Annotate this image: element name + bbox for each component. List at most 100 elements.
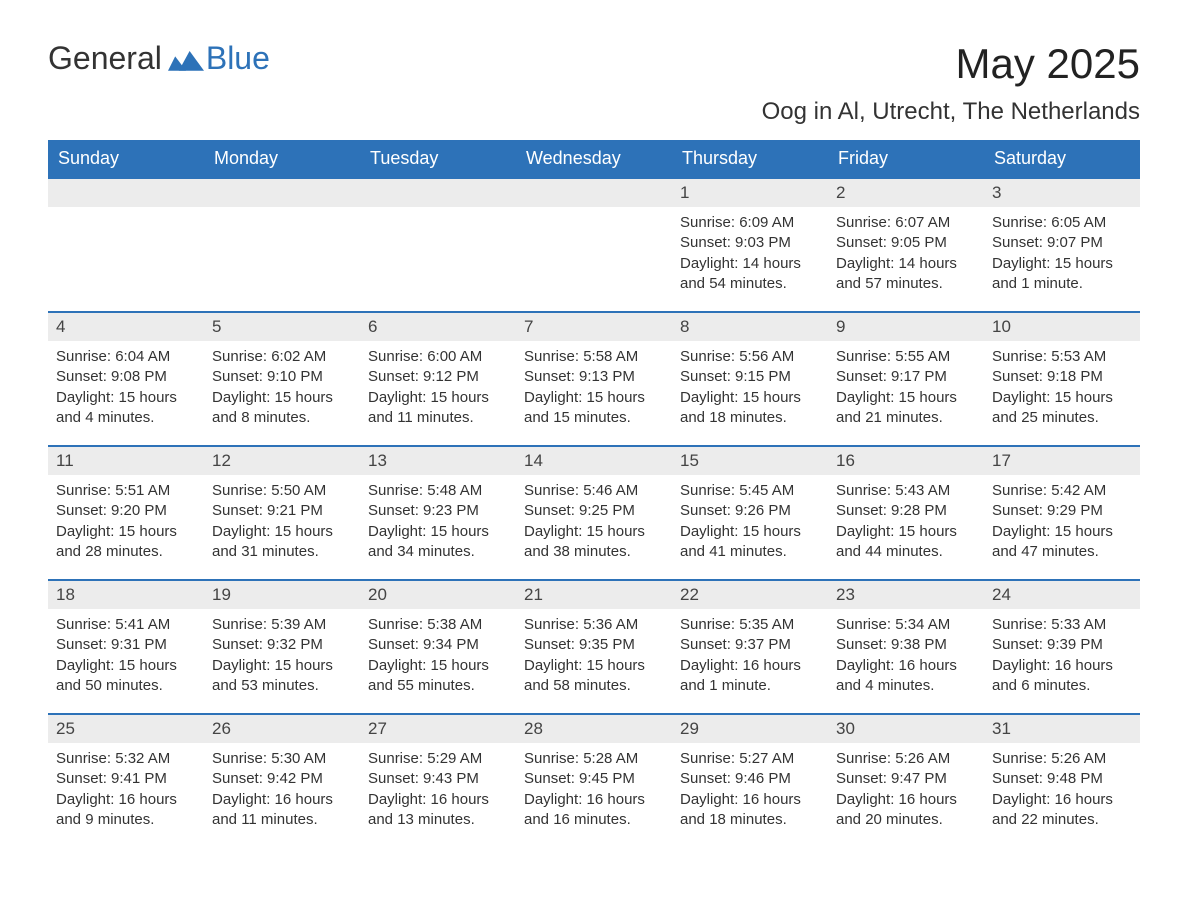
daylight-text: Daylight: 15 hours and 11 minutes. <box>368 388 508 429</box>
logo: General Blue <box>48 40 270 77</box>
day-body: Sunrise: 5:30 AMSunset: 9:42 PMDaylight:… <box>204 743 360 840</box>
day-cell: 7Sunrise: 5:58 AMSunset: 9:13 PMDaylight… <box>516 313 672 445</box>
sunrise-text: Sunrise: 5:26 AM <box>836 749 976 769</box>
sunrise-text: Sunrise: 5:55 AM <box>836 347 976 367</box>
day-cell: 25Sunrise: 5:32 AMSunset: 9:41 PMDayligh… <box>48 715 204 847</box>
daylight-text: Daylight: 14 hours and 54 minutes. <box>680 254 820 295</box>
day-body: Sunrise: 5:56 AMSunset: 9:15 PMDaylight:… <box>672 341 828 438</box>
location-text: Oog in Al, Utrecht, The Netherlands <box>762 98 1140 126</box>
day-number: 26 <box>204 715 360 743</box>
day-number: 3 <box>984 179 1140 207</box>
day-number <box>48 179 204 207</box>
sunrise-text: Sunrise: 5:39 AM <box>212 615 352 635</box>
sunrise-text: Sunrise: 5:33 AM <box>992 615 1132 635</box>
day-number: 25 <box>48 715 204 743</box>
day-number: 5 <box>204 313 360 341</box>
day-body: Sunrise: 5:58 AMSunset: 9:13 PMDaylight:… <box>516 341 672 438</box>
day-body: Sunrise: 5:55 AMSunset: 9:17 PMDaylight:… <box>828 341 984 438</box>
day-number <box>204 179 360 207</box>
sunrise-text: Sunrise: 6:02 AM <box>212 347 352 367</box>
sunset-text: Sunset: 9:07 PM <box>992 233 1132 253</box>
weekday-header: Thursday <box>672 140 828 177</box>
sunset-text: Sunset: 9:31 PM <box>56 635 196 655</box>
daylight-text: Daylight: 15 hours and 25 minutes. <box>992 388 1132 429</box>
daylight-text: Daylight: 16 hours and 11 minutes. <box>212 790 352 831</box>
day-cell: 9Sunrise: 5:55 AMSunset: 9:17 PMDaylight… <box>828 313 984 445</box>
sunrise-text: Sunrise: 6:00 AM <box>368 347 508 367</box>
day-number: 10 <box>984 313 1140 341</box>
day-cell: 20Sunrise: 5:38 AMSunset: 9:34 PMDayligh… <box>360 581 516 713</box>
day-body: Sunrise: 5:26 AMSunset: 9:47 PMDaylight:… <box>828 743 984 840</box>
sunrise-text: Sunrise: 5:35 AM <box>680 615 820 635</box>
weekday-header: Wednesday <box>516 140 672 177</box>
month-title: May 2025 <box>762 40 1140 88</box>
daylight-text: Daylight: 15 hours and 1 minute. <box>992 254 1132 295</box>
sunrise-text: Sunrise: 5:38 AM <box>368 615 508 635</box>
sunrise-text: Sunrise: 5:30 AM <box>212 749 352 769</box>
day-number: 22 <box>672 581 828 609</box>
sunset-text: Sunset: 9:15 PM <box>680 367 820 387</box>
sunset-text: Sunset: 9:03 PM <box>680 233 820 253</box>
weekday-header: Monday <box>204 140 360 177</box>
day-number: 23 <box>828 581 984 609</box>
daylight-text: Daylight: 15 hours and 41 minutes. <box>680 522 820 563</box>
sunset-text: Sunset: 9:39 PM <box>992 635 1132 655</box>
calendar: Sunday Monday Tuesday Wednesday Thursday… <box>48 140 1140 847</box>
weekday-header: Saturday <box>984 140 1140 177</box>
header: General Blue May 2025 Oog in Al, Utrecht… <box>48 40 1140 126</box>
day-number: 30 <box>828 715 984 743</box>
day-number: 31 <box>984 715 1140 743</box>
day-body: Sunrise: 5:51 AMSunset: 9:20 PMDaylight:… <box>48 475 204 572</box>
day-cell: 29Sunrise: 5:27 AMSunset: 9:46 PMDayligh… <box>672 715 828 847</box>
day-number: 12 <box>204 447 360 475</box>
sunset-text: Sunset: 9:34 PM <box>368 635 508 655</box>
day-number: 21 <box>516 581 672 609</box>
sunset-text: Sunset: 9:21 PM <box>212 501 352 521</box>
day-body: Sunrise: 6:02 AMSunset: 9:10 PMDaylight:… <box>204 341 360 438</box>
day-cell: 24Sunrise: 5:33 AMSunset: 9:39 PMDayligh… <box>984 581 1140 713</box>
day-body: Sunrise: 5:42 AMSunset: 9:29 PMDaylight:… <box>984 475 1140 572</box>
daylight-text: Daylight: 15 hours and 8 minutes. <box>212 388 352 429</box>
sunset-text: Sunset: 9:45 PM <box>524 769 664 789</box>
daylight-text: Daylight: 14 hours and 57 minutes. <box>836 254 976 295</box>
day-cell: 31Sunrise: 5:26 AMSunset: 9:48 PMDayligh… <box>984 715 1140 847</box>
sunrise-text: Sunrise: 5:36 AM <box>524 615 664 635</box>
day-cell: 27Sunrise: 5:29 AMSunset: 9:43 PMDayligh… <box>360 715 516 847</box>
sunset-text: Sunset: 9:42 PM <box>212 769 352 789</box>
day-number: 17 <box>984 447 1140 475</box>
daylight-text: Daylight: 16 hours and 1 minute. <box>680 656 820 697</box>
daylight-text: Daylight: 15 hours and 31 minutes. <box>212 522 352 563</box>
sunrise-text: Sunrise: 6:05 AM <box>992 213 1132 233</box>
day-cell: 12Sunrise: 5:50 AMSunset: 9:21 PMDayligh… <box>204 447 360 579</box>
day-body: Sunrise: 5:34 AMSunset: 9:38 PMDaylight:… <box>828 609 984 706</box>
day-body: Sunrise: 5:32 AMSunset: 9:41 PMDaylight:… <box>48 743 204 840</box>
daylight-text: Daylight: 15 hours and 50 minutes. <box>56 656 196 697</box>
day-cell <box>360 179 516 311</box>
day-number: 16 <box>828 447 984 475</box>
sunset-text: Sunset: 9:38 PM <box>836 635 976 655</box>
day-body: Sunrise: 5:33 AMSunset: 9:39 PMDaylight:… <box>984 609 1140 706</box>
daylight-text: Daylight: 16 hours and 18 minutes. <box>680 790 820 831</box>
day-number: 13 <box>360 447 516 475</box>
daylight-text: Daylight: 16 hours and 16 minutes. <box>524 790 664 831</box>
sunset-text: Sunset: 9:26 PM <box>680 501 820 521</box>
day-body: Sunrise: 5:29 AMSunset: 9:43 PMDaylight:… <box>360 743 516 840</box>
sunset-text: Sunset: 9:35 PM <box>524 635 664 655</box>
daylight-text: Daylight: 16 hours and 13 minutes. <box>368 790 508 831</box>
daylight-text: Daylight: 15 hours and 53 minutes. <box>212 656 352 697</box>
day-body: Sunrise: 5:39 AMSunset: 9:32 PMDaylight:… <box>204 609 360 706</box>
daylight-text: Daylight: 15 hours and 28 minutes. <box>56 522 196 563</box>
day-cell: 11Sunrise: 5:51 AMSunset: 9:20 PMDayligh… <box>48 447 204 579</box>
day-number: 6 <box>360 313 516 341</box>
daylight-text: Daylight: 16 hours and 6 minutes. <box>992 656 1132 697</box>
sunset-text: Sunset: 9:41 PM <box>56 769 196 789</box>
day-cell: 22Sunrise: 5:35 AMSunset: 9:37 PMDayligh… <box>672 581 828 713</box>
week-row: 4Sunrise: 6:04 AMSunset: 9:08 PMDaylight… <box>48 311 1140 445</box>
sunrise-text: Sunrise: 5:56 AM <box>680 347 820 367</box>
day-cell: 19Sunrise: 5:39 AMSunset: 9:32 PMDayligh… <box>204 581 360 713</box>
day-cell: 6Sunrise: 6:00 AMSunset: 9:12 PMDaylight… <box>360 313 516 445</box>
sunrise-text: Sunrise: 5:27 AM <box>680 749 820 769</box>
sunrise-text: Sunrise: 5:28 AM <box>524 749 664 769</box>
title-block: May 2025 Oog in Al, Utrecht, The Netherl… <box>762 40 1140 126</box>
day-body: Sunrise: 6:07 AMSunset: 9:05 PMDaylight:… <box>828 207 984 304</box>
